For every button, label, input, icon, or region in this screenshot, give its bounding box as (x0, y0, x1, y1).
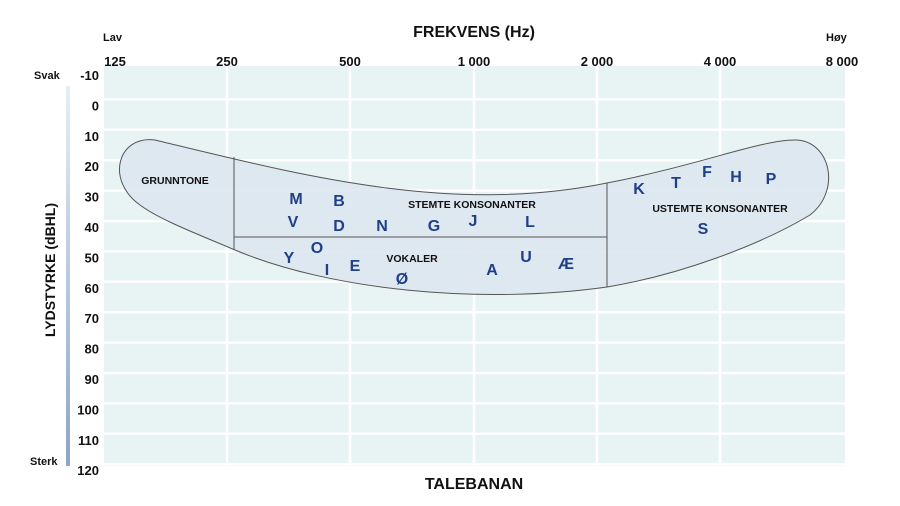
y-tick-label: 120 (77, 463, 99, 478)
letter-e: E (350, 258, 361, 275)
y-tick-label: 110 (78, 433, 99, 448)
bottom-title: TALEBANAN (425, 476, 523, 493)
letter-p: P (766, 171, 777, 188)
letter-l: L (525, 214, 535, 231)
x-tick-label: 4 000 (704, 54, 737, 69)
letter-ae: Æ (558, 256, 574, 273)
x-tick-label: 1 000 (458, 54, 491, 69)
letter-g: G (428, 218, 440, 235)
x-tick-label: 2 000 (581, 54, 614, 69)
letter-oe: Ø (396, 271, 408, 288)
letter-h: H (730, 169, 742, 186)
letter-n: N (376, 218, 388, 235)
y-tick-label: 70 (85, 311, 99, 326)
letter-o: O (311, 240, 323, 257)
letter-a: A (486, 262, 498, 279)
y-tick-label: 50 (85, 250, 99, 265)
y-tick-label: 40 (85, 220, 99, 235)
letter-y: Y (284, 250, 295, 267)
y-bottom-label: Sterk (30, 456, 58, 468)
letter-b: B (333, 193, 345, 210)
y-tick-label: 60 (85, 281, 99, 296)
y-tick-label: 10 (85, 129, 99, 144)
y-tick-label: 90 (85, 372, 99, 387)
letter-i: I (325, 262, 329, 279)
region-voiced: STEMTE KONSONANTER (408, 199, 536, 211)
region-vowels: VOKALER (386, 253, 438, 265)
y-axis-label: LYDSTYRKE (dBHL) (42, 203, 58, 337)
y-tick-label: 100 (77, 402, 99, 417)
x-tick-label: 250 (216, 54, 238, 69)
y-tick-label: 80 (85, 342, 99, 357)
x-tick-label: 8 000 (826, 54, 859, 69)
letter-s: S (698, 221, 709, 238)
x-low-label: Lav (103, 32, 123, 44)
letter-v: V (288, 214, 299, 231)
x-tick-label: 500 (339, 54, 361, 69)
y-tick-label: 0 (92, 98, 99, 113)
letter-j: J (469, 213, 478, 230)
letter-t: T (671, 175, 681, 192)
region-unvoiced: USTEMTE KONSONANTER (652, 203, 788, 215)
letter-m: M (289, 191, 302, 208)
chart-title: FREKVENS (Hz) (413, 24, 535, 41)
speech-banana (119, 139, 830, 296)
y-tick-label: -10 (80, 68, 99, 83)
letter-f: F (702, 164, 712, 181)
y-tick-label: 30 (85, 190, 99, 205)
letter-d: D (333, 218, 345, 235)
x-high-label: Høy (826, 32, 848, 44)
letter-k: K (633, 181, 645, 198)
loudness-gradient-bar (66, 86, 70, 466)
x-tick-label: 125 (104, 54, 126, 69)
y-tick-label: 20 (85, 159, 99, 174)
letter-u: U (520, 249, 532, 266)
y-top-label: Svak (34, 70, 61, 82)
region-fundamental: GRUNNTONE (141, 175, 208, 187)
